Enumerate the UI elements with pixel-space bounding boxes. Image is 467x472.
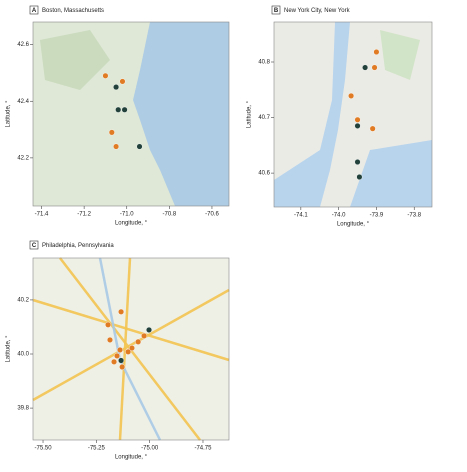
y-tick-label: 42.4 [17,99,29,105]
x-tick-label: -71.2 [77,212,91,218]
y-axis-label: Latitude, ° [6,100,12,128]
data-point [118,357,125,364]
y-tick-label: 40.0 [17,352,29,358]
data-point [119,363,126,370]
data-point [348,92,355,99]
data-point [373,49,380,56]
map-feature [118,257,132,441]
y-tick-label: 42.6 [17,42,29,48]
y-axis-label: Latitude, ° [247,100,253,128]
data-point [117,346,124,353]
panel-label-box [271,5,281,15]
x-tick-label: -75.00 [141,446,159,452]
map-feature [40,30,110,90]
y-tick-label: 40.6 [258,171,270,177]
data-point [105,321,112,328]
x-tick-label: -71.0 [120,212,134,218]
y-axis-label: Latitude, ° [6,335,12,363]
data-point [356,173,363,180]
data-point [354,116,361,123]
x-tick-label: -73.9 [370,213,384,219]
data-point [135,338,142,345]
x-tick-label: -75.25 [88,446,106,452]
data-point [106,336,113,343]
data-point [118,308,125,315]
panel: C Philadelphia, Pennsylvania -75.50 -75.25 -… [6,240,230,461]
data-point [111,358,118,365]
map-feature [32,298,230,362]
map-frame [32,21,230,207]
data-point [369,125,376,132]
map-feature [350,140,432,207]
data-point [128,345,135,352]
panel: A Boston, Massachusetts -71.4 -71.2 -71.0 -70… [6,5,230,227]
x-tick-label: -74.1 [294,213,308,219]
panel-title: New York City, New York [284,8,351,14]
panel-label: B [274,8,279,14]
y-tick-label: 40.8 [258,60,270,66]
panel-title: Boston, Massachusetts [42,8,104,14]
map-frame [32,257,230,441]
data-point [108,129,115,136]
data-point [113,84,120,91]
panel-title: Philadelphia, Pennsylvania [42,243,114,249]
data-point [146,326,153,333]
data-point [354,122,361,129]
panel-label-box [29,240,39,250]
data-point [114,352,121,359]
map-feature [274,22,350,207]
data-point [362,64,369,71]
map-feature [380,30,420,80]
data-point [121,106,128,113]
panel-label: A [32,8,37,14]
data-point [141,332,148,339]
y-tick-label: 39.8 [17,406,29,412]
data-point [136,143,143,150]
x-tick-label: -74.75 [194,446,212,452]
x-axis-label: Longitude, ° [337,222,370,228]
data-point [115,106,122,113]
x-tick-label: -70.8 [163,212,177,218]
panel-label-box [29,5,39,15]
data-point [354,158,361,165]
map-frame [273,21,433,208]
x-tick-label: -75.50 [35,446,53,452]
x-axis-label: Longitude, ° [115,221,148,227]
data-point [102,72,109,79]
data-point [125,348,132,355]
x-axis-label: Longitude, ° [115,455,148,461]
panel-label: C [32,243,37,249]
panel: B New York City, New York -74.1 -74.0 -73.9 -… [247,5,433,228]
x-tick-label: -73.8 [407,213,421,219]
x-tick-label: -70.6 [205,212,219,218]
data-point [113,143,120,150]
data-point [371,64,378,71]
data-point [119,78,126,85]
y-tick-label: 40.7 [258,115,270,121]
y-tick-label: 42.2 [17,155,29,161]
x-tick-label: -74.0 [332,213,346,219]
x-tick-label: -71.4 [35,212,49,218]
map-feature [32,288,230,402]
map-feature [133,22,229,206]
y-tick-label: 40.2 [17,297,29,303]
